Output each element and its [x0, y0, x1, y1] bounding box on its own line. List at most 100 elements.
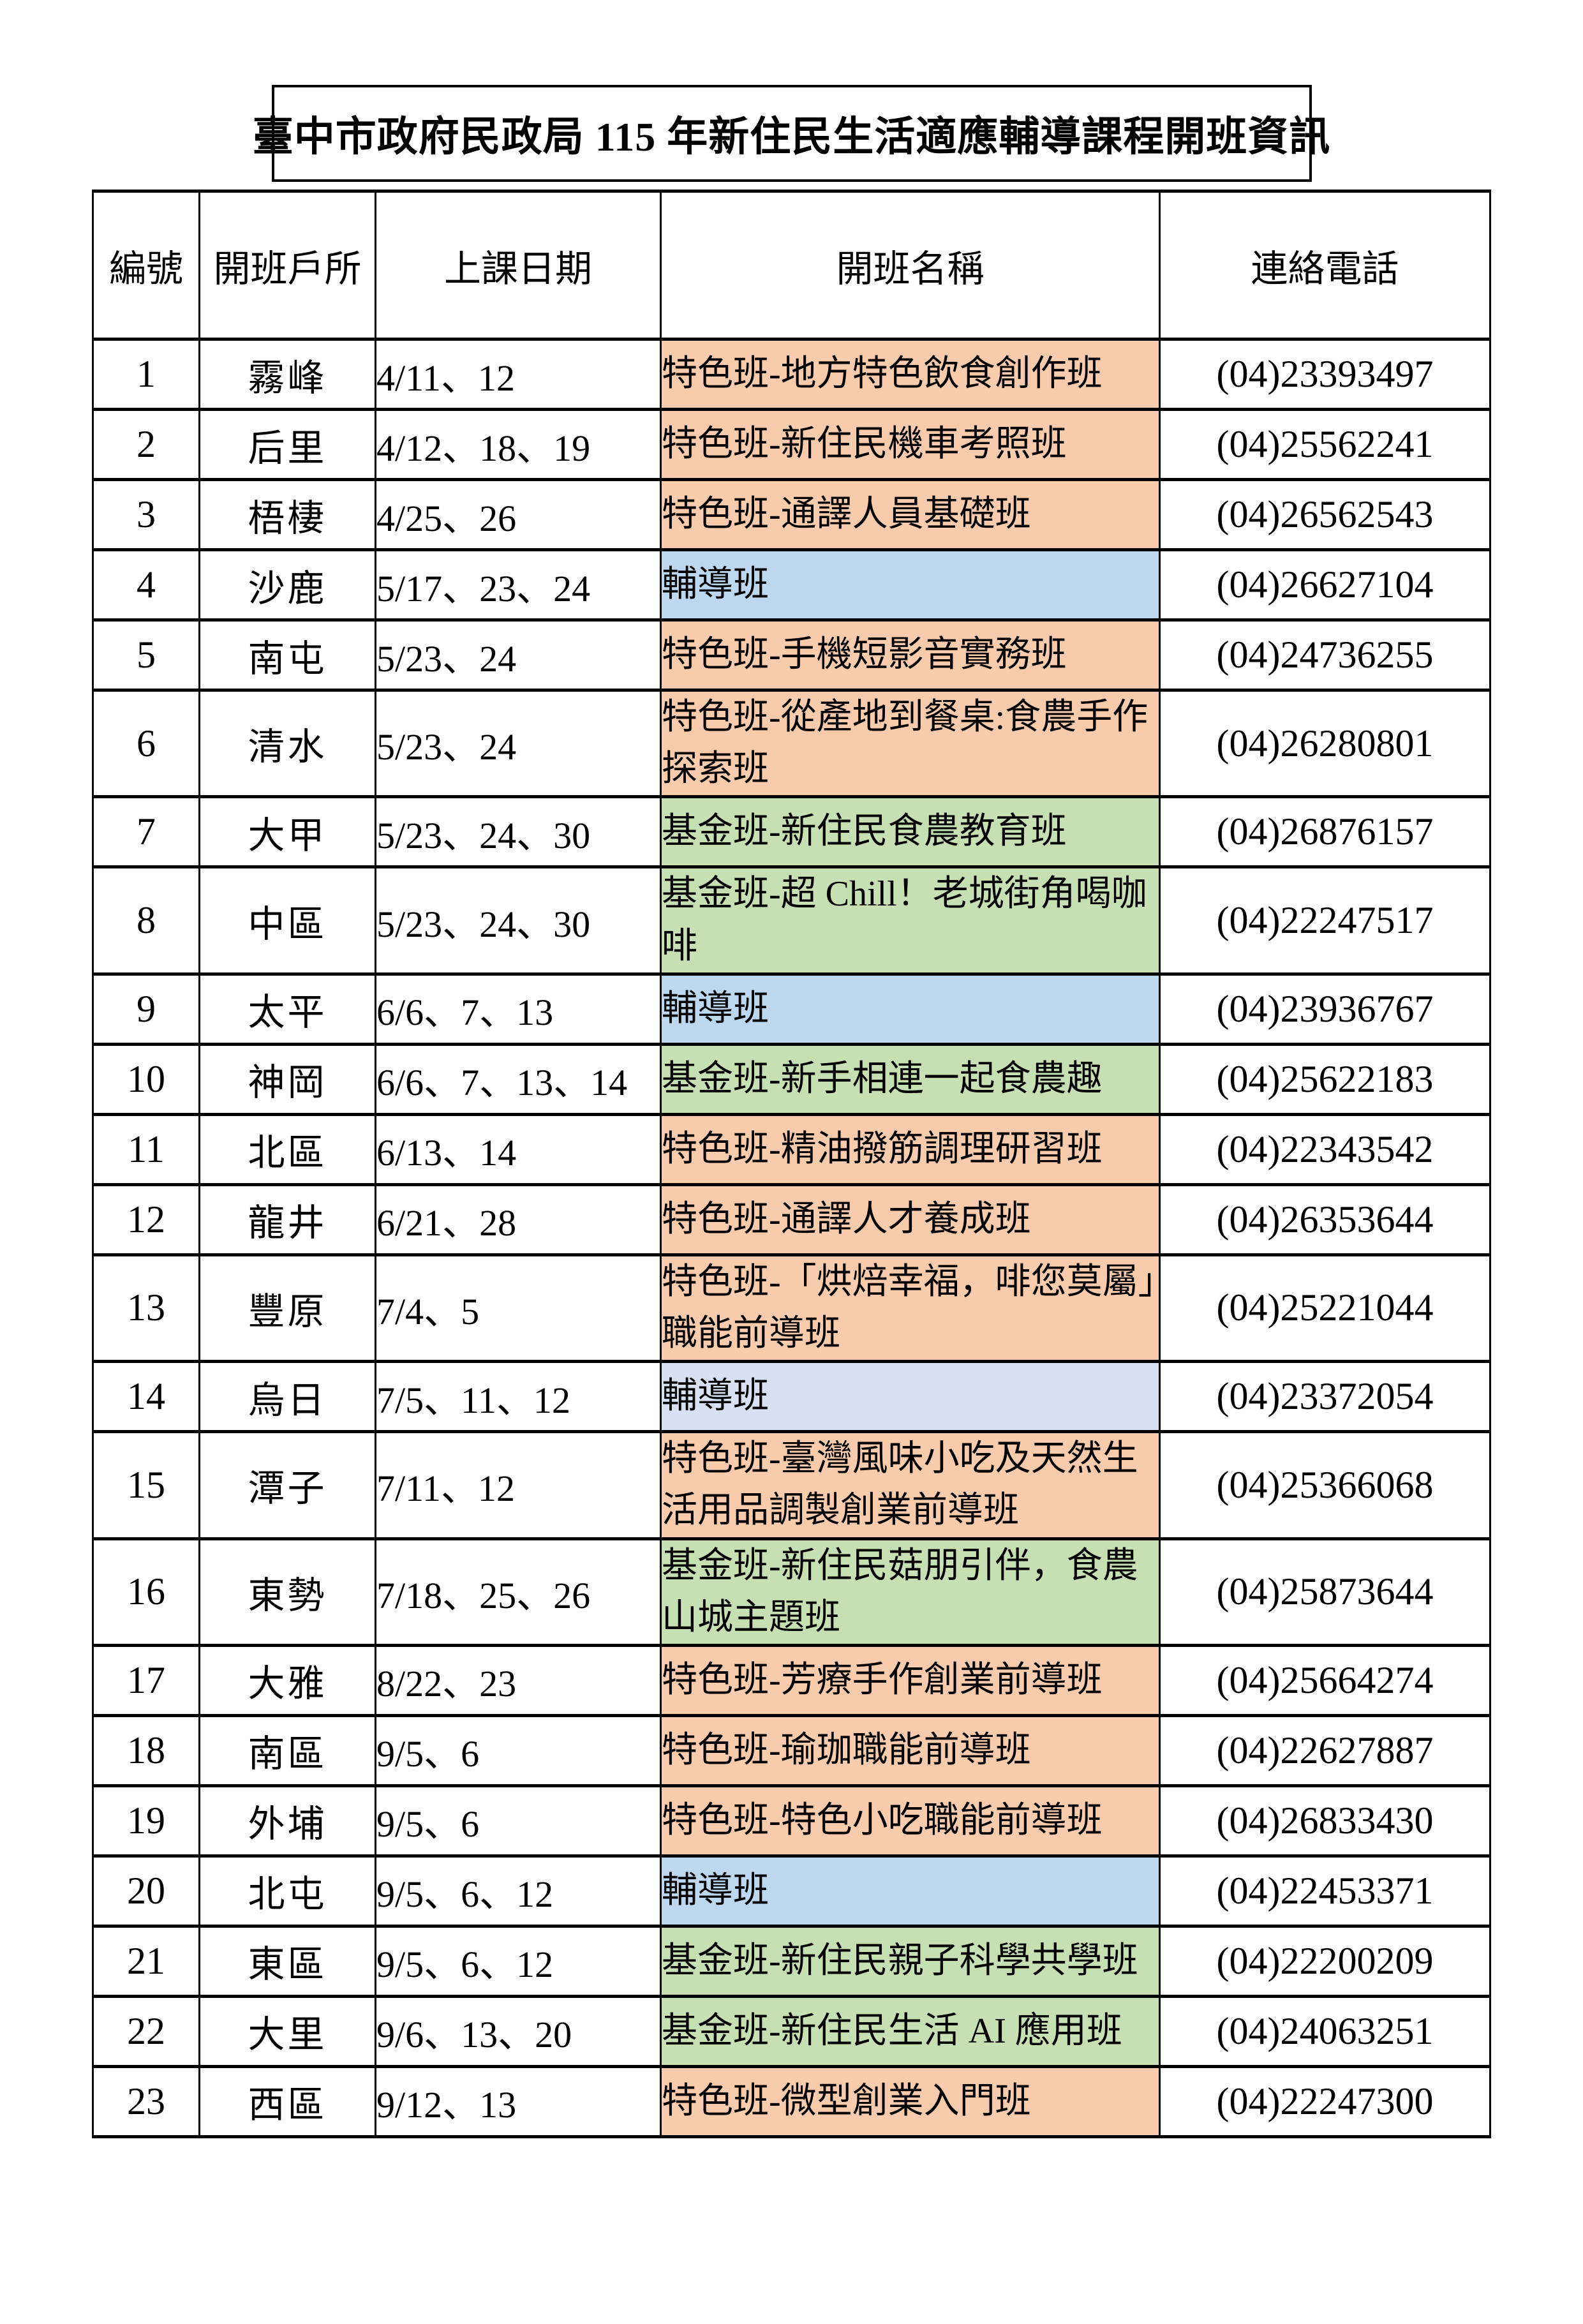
- contact-phone: (04)26627104: [1159, 548, 1491, 622]
- header-dates: 上課日期: [375, 190, 662, 341]
- course-table: 編號 開班戶所 上課日期 開班名稱 連絡電話 1 霧峰 4/11、12 特色班-…: [92, 190, 1491, 2138]
- table-row: 19 外埔 9/5、6 特色班-特色小吃職能前導班 (04)26833430: [92, 1784, 1491, 1858]
- row-number: 23: [92, 2064, 200, 2138]
- course-name: 特色班-通譯人員基礎班: [660, 478, 1161, 551]
- contact-phone: (04)22247517: [1159, 865, 1491, 976]
- class-dates: 9/5、6: [375, 1784, 662, 1858]
- table-row: 4 沙鹿 5/17、23、24 輔導班 (04)26627104: [92, 548, 1491, 622]
- district-office: 龍井: [198, 1182, 376, 1256]
- table-row: 1 霧峰 4/11、12 特色班-地方特色飲食創作班 (04)23393497: [92, 338, 1491, 411]
- table-row: 6 清水 5/23、24 特色班-從產地到餐桌:食農手作探索班 (04)2628…: [92, 688, 1491, 799]
- class-dates: 9/5、6、12: [375, 1854, 662, 1928]
- table-row: 5 南屯 5/23、24 特色班-手機短影音實務班 (04)24736255: [92, 618, 1491, 692]
- row-number: 13: [92, 1253, 200, 1364]
- course-name: 輔導班: [660, 548, 1161, 622]
- header-phone: 連絡電話: [1159, 190, 1491, 341]
- table-row: 21 東區 9/5、6、12 基金班-新住民親子科學共學班 (04)222002…: [92, 1924, 1491, 1998]
- contact-phone: (04)23372054: [1159, 1360, 1491, 1434]
- header-number: 編號: [92, 190, 200, 341]
- document-title: 臺中市政府民政局 115 年新住民生活適應輔導課程開班資訊: [252, 114, 1331, 160]
- row-number: 15: [92, 1430, 200, 1540]
- district-office: 西區: [198, 2064, 376, 2138]
- district-office: 中區: [198, 865, 376, 976]
- contact-phone: (04)24736255: [1159, 618, 1491, 692]
- class-dates: 7/18、25、26: [375, 1537, 662, 1647]
- class-dates: 4/11、12: [375, 338, 662, 411]
- row-number: 5: [92, 618, 200, 692]
- contact-phone: (04)25221044: [1159, 1253, 1491, 1364]
- header-district: 開班戶所: [198, 190, 376, 341]
- course-name: 特色班-微型創業入門班: [660, 2064, 1161, 2138]
- contact-phone: (04)26833430: [1159, 1784, 1491, 1858]
- course-name: 特色班-新住民機車考照班: [660, 408, 1161, 481]
- row-number: 9: [92, 972, 200, 1046]
- course-name: 基金班-新手相連一起食農趣: [660, 1042, 1161, 1116]
- class-dates: 9/12、13: [375, 2064, 662, 2138]
- district-office: 清水: [198, 688, 376, 799]
- district-office: 霧峰: [198, 338, 376, 411]
- class-dates: 6/6、7、13、14: [375, 1042, 662, 1116]
- course-name: 基金班-超 Chill！老城街角喝咖啡: [660, 865, 1161, 976]
- district-office: 沙鹿: [198, 548, 376, 622]
- row-number: 10: [92, 1042, 200, 1116]
- row-number: 18: [92, 1713, 200, 1787]
- class-dates: 5/23、24、30: [375, 795, 662, 869]
- row-number: 22: [92, 1994, 200, 2068]
- district-office: 神岡: [198, 1042, 376, 1116]
- course-name: 特色班-「烘焙幸福，啡您莫屬」職能前導班: [660, 1253, 1161, 1364]
- row-number: 8: [92, 865, 200, 976]
- row-number: 3: [92, 478, 200, 551]
- district-office: 東勢: [198, 1537, 376, 1647]
- contact-phone: (04)25366068: [1159, 1430, 1491, 1540]
- course-name: 特色班-芳療手作創業前導班: [660, 1643, 1161, 1717]
- course-name: 特色班-通譯人才養成班: [660, 1182, 1161, 1256]
- table-row: 18 南區 9/5、6 特色班-瑜珈職能前導班 (04)22627887: [92, 1713, 1491, 1787]
- contact-phone: (04)23936767: [1159, 972, 1491, 1046]
- district-office: 北區: [198, 1112, 376, 1186]
- course-name: 特色班-瑜珈職能前導班: [660, 1713, 1161, 1787]
- contact-phone: (04)26876157: [1159, 795, 1491, 869]
- district-office: 外埔: [198, 1784, 376, 1858]
- table-row: 14 烏日 7/5、11、12 輔導班 (04)23372054: [92, 1360, 1491, 1434]
- course-name: 特色班-從產地到餐桌:食農手作探索班: [660, 688, 1161, 799]
- contact-phone: (04)22200209: [1159, 1924, 1491, 1998]
- class-dates: 4/12、18、19: [375, 408, 662, 481]
- table-row: 2 后里 4/12、18、19 特色班-新住民機車考照班 (04)2556224…: [92, 408, 1491, 481]
- contact-phone: (04)23393497: [1159, 338, 1491, 411]
- row-number: 17: [92, 1643, 200, 1717]
- row-number: 16: [92, 1537, 200, 1647]
- row-number: 4: [92, 548, 200, 622]
- row-number: 7: [92, 795, 200, 869]
- course-name: 特色班-特色小吃職能前導班: [660, 1784, 1161, 1858]
- course-name: 特色班-地方特色飲食創作班: [660, 338, 1161, 411]
- district-office: 后里: [198, 408, 376, 481]
- class-dates: 9/5、6: [375, 1713, 662, 1787]
- table-row: 9 太平 6/6、7、13 輔導班 (04)23936767: [92, 972, 1491, 1046]
- district-office: 大甲: [198, 795, 376, 869]
- row-number: 21: [92, 1924, 200, 1998]
- course-name: 輔導班: [660, 1854, 1161, 1928]
- contact-phone: (04)25664274: [1159, 1643, 1491, 1717]
- row-number: 19: [92, 1784, 200, 1858]
- table-row: 22 大里 9/6、13、20 基金班-新住民生活 AI 應用班 (04)240…: [92, 1994, 1491, 2068]
- class-dates: 5/23、24: [375, 618, 662, 692]
- table-body: 1 霧峰 4/11、12 特色班-地方特色飲食創作班 (04)23393497 …: [92, 338, 1491, 2138]
- table-row: 11 北區 6/13、14 特色班-精油撥筋調理研習班 (04)22343542: [92, 1112, 1491, 1186]
- class-dates: 7/11、12: [375, 1430, 662, 1540]
- contact-phone: (04)22627887: [1159, 1713, 1491, 1787]
- table-row: 8 中區 5/23、24、30 基金班-超 Chill！老城街角喝咖啡 (04)…: [92, 865, 1491, 976]
- contact-phone: (04)25562241: [1159, 408, 1491, 481]
- class-dates: 9/6、13、20: [375, 1994, 662, 2068]
- class-dates: 5/23、24: [375, 688, 662, 799]
- course-name: 特色班-精油撥筋調理研習班: [660, 1112, 1161, 1186]
- row-number: 6: [92, 688, 200, 799]
- document-page: { "title": "臺中市政府民政局 115 年新住民生活適應輔導課程開班資…: [0, 85, 1583, 2324]
- table-row: 23 西區 9/12、13 特色班-微型創業入門班 (04)22247300: [92, 2064, 1491, 2138]
- contact-phone: (04)25873644: [1159, 1537, 1491, 1647]
- class-dates: 8/22、23: [375, 1643, 662, 1717]
- district-office: 烏日: [198, 1360, 376, 1434]
- table-row: 20 北屯 9/5、6、12 輔導班 (04)22453371: [92, 1854, 1491, 1928]
- class-dates: 6/6、7、13: [375, 972, 662, 1046]
- class-dates: 7/4、5: [375, 1253, 662, 1364]
- class-dates: 6/13、14: [375, 1112, 662, 1186]
